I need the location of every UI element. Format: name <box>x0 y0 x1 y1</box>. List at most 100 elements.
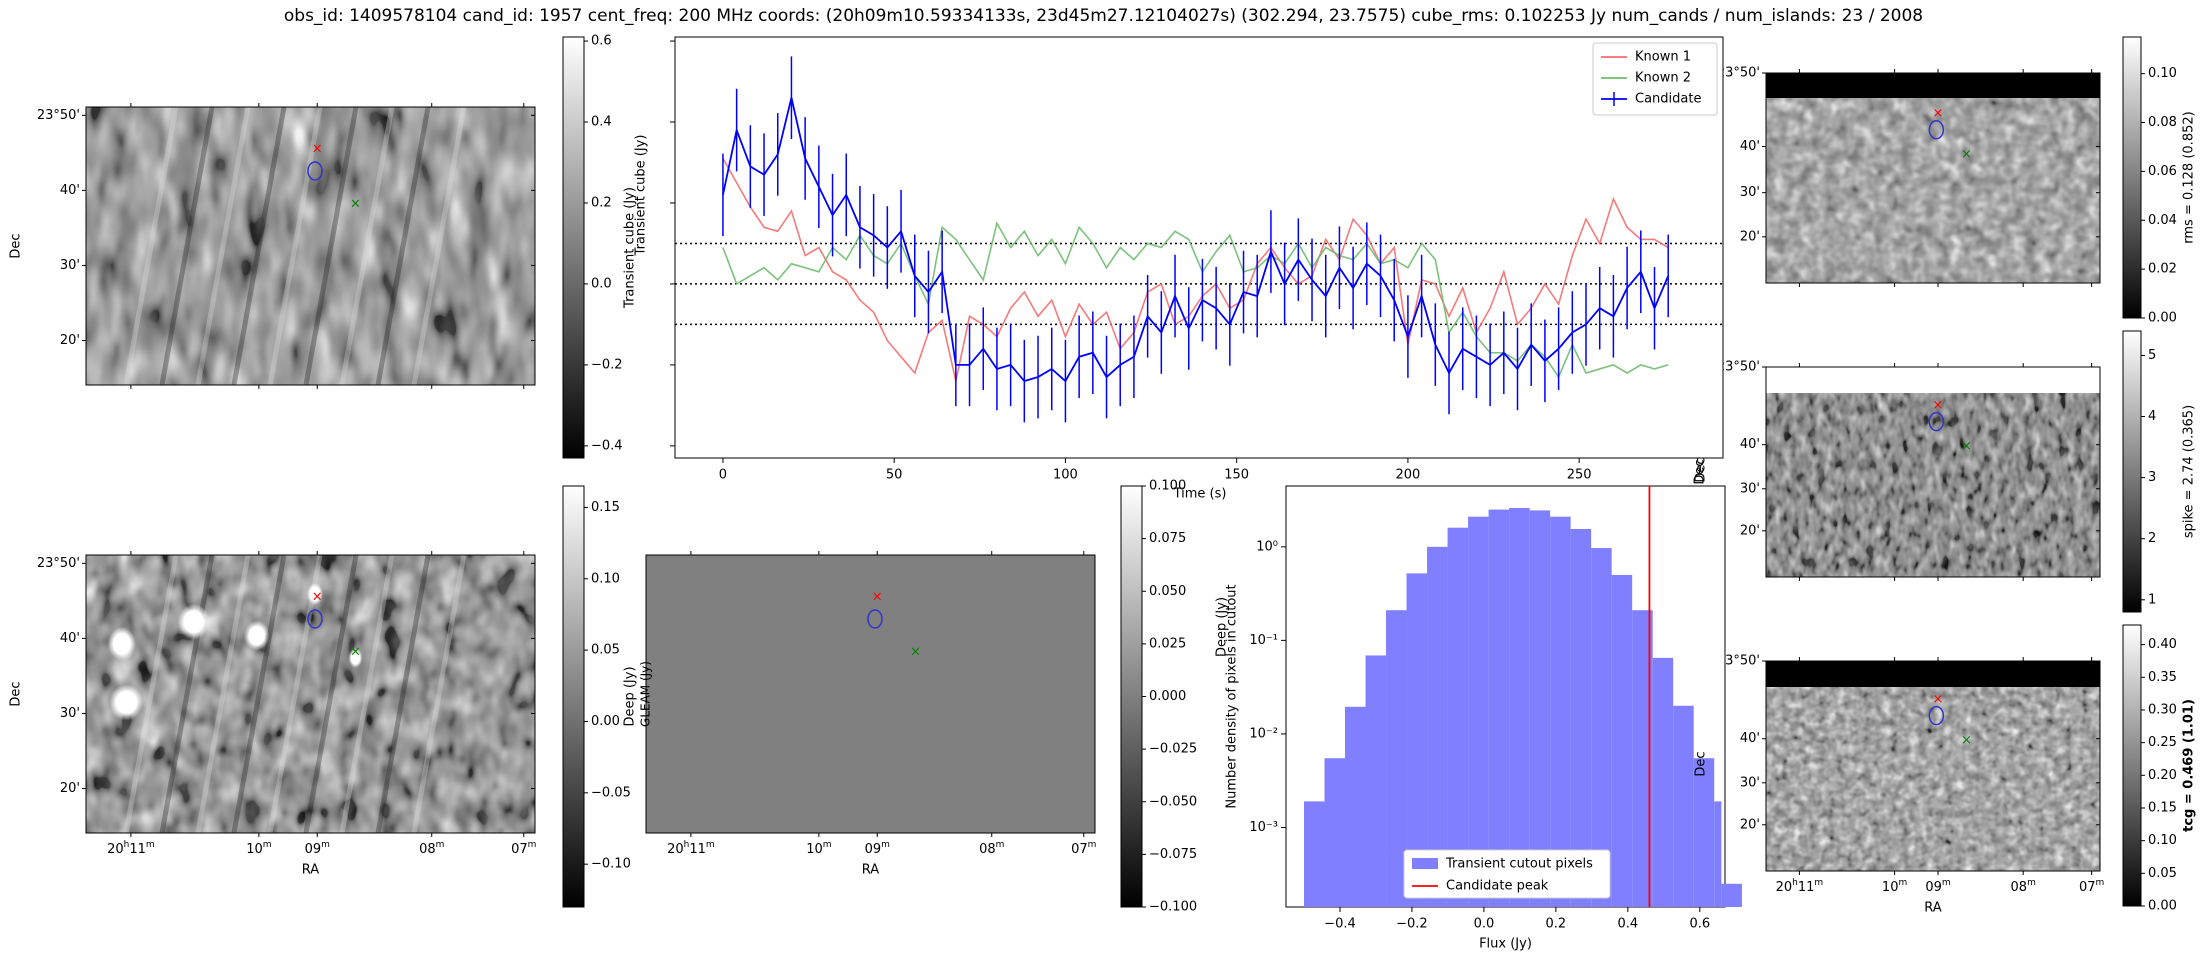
legend-label: Known 2 <box>1635 71 1691 86</box>
dec-tick-label: 20' <box>1740 817 1760 832</box>
histogram-bar <box>1529 510 1551 907</box>
y-tick-label: 10⁰ <box>1256 539 1278 554</box>
deep_cutout-stripe <box>303 555 359 833</box>
deep_cutout-stripe <box>159 555 215 833</box>
dec-tick-label: 20' <box>60 333 80 348</box>
known1-marker: × <box>1933 106 1944 121</box>
rms_cutout-image-noise <box>1766 73 2100 283</box>
histogram-bar <box>1693 758 1715 907</box>
legend-label: Candidate <box>1635 92 1701 107</box>
histogram-bar <box>1632 610 1653 907</box>
tcg_cutout-image <box>1766 661 2100 871</box>
x-axis-label: Flux (Jy) <box>1479 937 1532 952</box>
ra-tick-label: 20h11m <box>107 840 155 857</box>
histogram-panel: −0.4 −0.2 0.0 0.2 0.4 0.6 Flux (Jy) 10⁰ 10⁻¹ 10⁻²… <box>1225 485 1742 952</box>
ra-tick-label: 20h11m <box>1776 878 1824 895</box>
dec-tick-label: 20' <box>1740 523 1760 538</box>
spike_cutout-panel: × × 23°50' 40' 30' 20' Dec 5 4 3 2 1 spike = 2.74 (0… <box>1693 330 2197 613</box>
colorbar-tick-label: −0.050 <box>1149 794 1197 809</box>
known2-marker: × <box>350 644 361 659</box>
x-tick-label: 0.2 <box>1546 917 1567 932</box>
colorbar-tick-label: 0.100 <box>1149 479 1186 494</box>
deep_cutout-source-blob <box>243 620 270 651</box>
rms_cutout-edge-band <box>1766 73 2100 98</box>
series-line-candidate <box>722 97 1670 383</box>
deep_cutout-panel: × × 23°50' 40' 30' 20' RA Dec 0.15 0.10 0.05 0.00 −0… <box>9 485 638 908</box>
spike_cutout-frame <box>1765 366 2101 578</box>
transient_cutout-frame <box>85 106 536 386</box>
transient_cutout-stripe <box>159 107 215 385</box>
colorbar-tick-label: 0.20 <box>2148 768 2177 783</box>
transient_cutout-stripe <box>231 107 287 385</box>
histogram-bar <box>1488 509 1510 907</box>
spike_cutout-colorbar <box>2122 330 2142 613</box>
dec-axis-label: Dec <box>1694 751 1709 776</box>
tcg_cutout-colorbar <box>2122 624 2142 907</box>
histogram-bar <box>1714 801 1722 907</box>
x-tick-label: −0.4 <box>1324 917 1356 932</box>
histogram-bar <box>1468 516 1489 907</box>
ra-axis-label: RA <box>1924 901 1942 916</box>
rms_cutout-image <box>1766 73 2100 283</box>
legend-label: Transient cutout pixels <box>1445 857 1593 872</box>
ra-tick-label: 10m <box>246 840 271 857</box>
deep_cutout-source-blob <box>109 684 144 721</box>
candidate-contour <box>307 609 323 629</box>
legend-label: Candidate peak <box>1446 879 1549 894</box>
legend-box <box>1403 849 1611 899</box>
figure-title: obs_id: 1409578104 cand_id: 1957 cent_fr… <box>283 6 1924 26</box>
colorbar-tick-label: 0.40 <box>2148 637 2177 652</box>
y-axis-label: Number density of pixels in cutout <box>1225 584 1240 808</box>
x-tick-label: 0.6 <box>1689 917 1710 932</box>
dec-tick-label: 30' <box>60 706 80 721</box>
tcg_cutout-image-noise <box>1766 661 2100 871</box>
ra-tick-label: 09m <box>305 840 330 857</box>
histogram-bar <box>1406 573 1428 907</box>
colorbar-tick-label: 1 <box>2148 592 2156 607</box>
dec-tick-label: 40' <box>1740 437 1760 452</box>
colorbar-tick-label: 0.6 <box>591 34 612 49</box>
series-line-known-1 <box>722 158 1669 382</box>
dec-tick-label: 40' <box>60 183 80 198</box>
histogram-bar <box>1570 529 1592 907</box>
deep_cutout-frame <box>85 554 536 834</box>
colorbar-tick-label: −0.05 <box>591 785 631 800</box>
deep_cutout-stripe <box>339 555 395 833</box>
transient_cutout-image-noise <box>86 107 535 385</box>
deep_cutout-stripe <box>375 555 431 833</box>
known2-marker: × <box>1961 439 1972 454</box>
dec-tick-label: 20' <box>60 781 80 796</box>
ra-tick-label: 09m <box>1925 878 1950 895</box>
colorbar-tick-label: 0.04 <box>2148 213 2177 228</box>
y-tick-label: 10⁻¹ <box>1249 633 1278 648</box>
x-tick-label: 150 <box>1224 468 1249 483</box>
transient_cutout-colorbar <box>562 36 585 459</box>
spike_cutout-edge-band <box>1766 367 2100 393</box>
ra-tick-label: 10m <box>1882 878 1907 895</box>
colorbar-tick-label: 0.075 <box>1149 531 1186 546</box>
spike_cutout-colorbar-label: spike = 2.74 (0.365) <box>2182 405 2197 538</box>
colorbar-tick-label: 0.4 <box>591 115 612 130</box>
histogram-bar <box>1303 801 1325 907</box>
dec-axis-label: Dec <box>1694 457 1709 482</box>
known1-marker: × <box>312 589 323 604</box>
deep_cutout-colorbar <box>562 485 585 908</box>
colorbar-tick-label: 5 <box>2148 348 2156 363</box>
tcg_cutout-colorbar-label: tcg = 0.469 (1.01) <box>2182 699 2197 832</box>
tcg_cutout-panel: × × 23°50' 40' 30' 20' RA Dec 0.40 0.35 0.30 0.25 0.… <box>1693 624 2197 916</box>
histogram-bar <box>1550 516 1571 907</box>
legend-swatch <box>1412 858 1438 869</box>
x-tick-label: 0.4 <box>1618 917 1639 932</box>
histogram-bar <box>1591 548 1612 907</box>
histogram-bar <box>1365 655 1387 907</box>
x-tick-label: −0.2 <box>1396 917 1428 932</box>
histogram-bar <box>1427 546 1448 907</box>
dec-axis-label: Dec <box>9 681 24 706</box>
colorbar-tick-label: 0.2 <box>591 195 612 210</box>
dec-tick-label: 23°50' <box>1717 360 1760 375</box>
gleam_cutout-frame <box>645 554 1096 834</box>
dec-tick-label: 20' <box>1740 229 1760 244</box>
x-tick-label: 50 <box>886 468 903 483</box>
candidate-contour <box>1928 411 1945 432</box>
